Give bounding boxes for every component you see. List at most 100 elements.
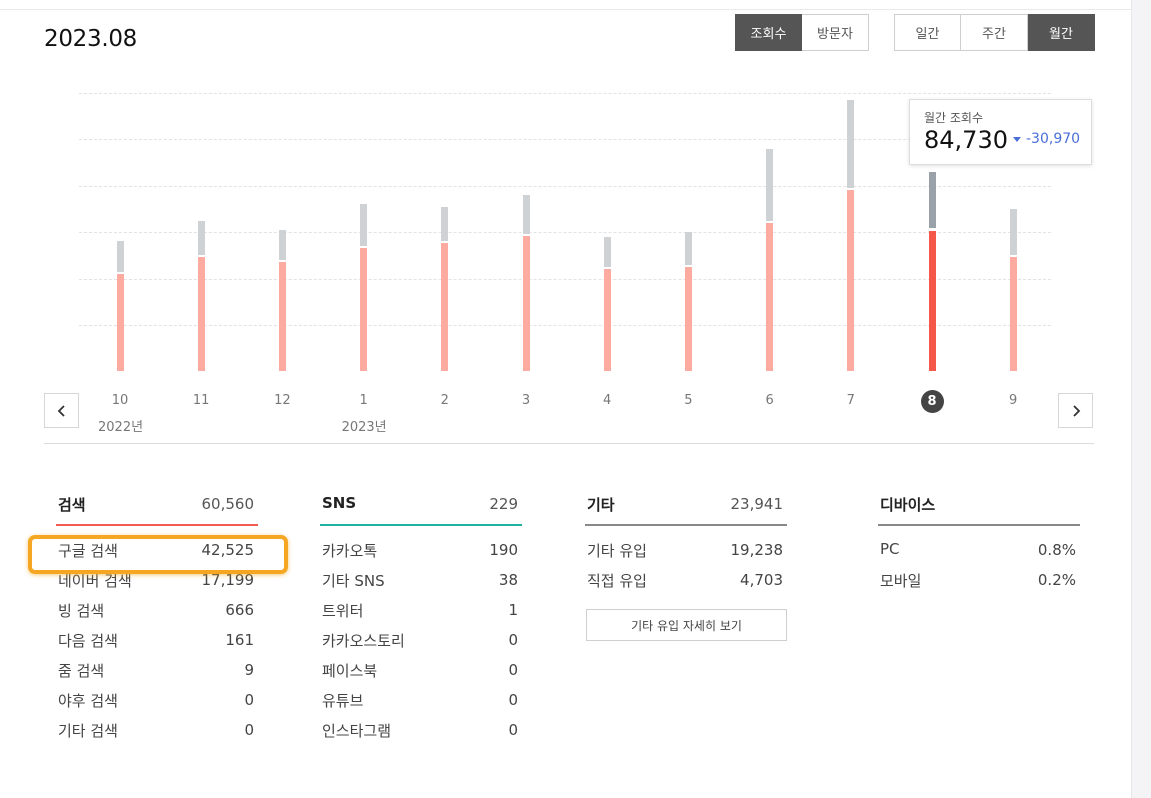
item-label: 줌 검색 <box>58 662 105 680</box>
gridline <box>79 325 1051 326</box>
bar-segment-search <box>116 273 124 371</box>
bar-3[interactable] <box>522 195 530 371</box>
bar-segment-search <box>278 261 286 371</box>
section-divider <box>44 443 1094 444</box>
item-label: 유튜브 <box>322 692 364 710</box>
etc-header: 기타 23,941 <box>585 490 787 526</box>
list-item: 기타 유입 19,238 <box>585 534 787 564</box>
x-tick-label[interactable]: 5 <box>684 393 693 408</box>
item-value: 0 <box>508 631 518 649</box>
bar-segment-search <box>197 257 205 371</box>
bar-8[interactable] <box>928 172 936 371</box>
list-item: 인스타그램 0 <box>320 714 522 744</box>
item-value: 19,238 <box>730 541 784 559</box>
bar-segment-other <box>766 148 774 221</box>
x-tick-label[interactable]: 10 <box>111 393 129 408</box>
search-header: 검색 60,560 <box>56 490 258 526</box>
list-item: 줌 검색 9 <box>56 654 258 684</box>
etc-stats: 기타 23,941 기타 유입 19,238 직접 유입 4,703 <box>585 490 787 594</box>
bar-11[interactable] <box>197 220 205 371</box>
item-label: 트위터 <box>322 602 364 620</box>
list-item: 직접 유입 4,703 <box>585 564 787 594</box>
metric-toggle: 조회수 방문자 <box>735 14 869 51</box>
item-label: 기타 SNS <box>322 572 385 590</box>
bar-segment-search <box>360 248 368 371</box>
list-item: 카카오스토리 0 <box>320 624 522 654</box>
item-label: 기타 검색 <box>58 722 118 740</box>
tooltip-label: 월간 조회수 <box>924 111 984 125</box>
etc-detail-button[interactable]: 기타 유입 자세히 보기 <box>586 609 787 641</box>
item-label: 구글 검색 <box>58 542 118 560</box>
x-tick-label[interactable]: 8 <box>920 390 944 413</box>
bar-12[interactable] <box>278 229 286 371</box>
item-value: 0.8% <box>1037 541 1076 559</box>
item-label: 네이버 검색 <box>58 572 132 590</box>
tab-monthly[interactable]: 월간 <box>1028 14 1095 51</box>
down-triangle-icon <box>1013 136 1021 142</box>
list-item: 모바일 0.2% <box>878 564 1080 594</box>
tooltip-diff-value: -30,970 <box>1026 131 1081 147</box>
etc-total: 23,941 <box>730 495 784 513</box>
sns-total: 229 <box>489 495 518 513</box>
x-tick-label[interactable]: 11 <box>192 393 210 408</box>
bar-segment-other <box>278 229 286 260</box>
bar-7[interactable] <box>847 99 855 371</box>
item-value: 17,199 <box>201 571 255 589</box>
bar-6[interactable] <box>766 148 774 371</box>
search-stats: 검색 60,560 구글 검색 42,525 네이버 검색 17,199 빙 검색 6… <box>56 490 258 744</box>
bar-segment-other <box>928 172 936 229</box>
item-label: 다음 검색 <box>58 632 118 650</box>
search-total: 60,560 <box>201 495 255 513</box>
prev-button[interactable] <box>44 393 79 428</box>
x-tick-label[interactable]: 2 <box>440 393 449 408</box>
item-label: 직접 유입 <box>587 572 647 590</box>
gridline <box>79 93 1051 94</box>
gridline <box>79 186 1051 187</box>
tab-daily[interactable]: 일간 <box>894 14 961 51</box>
x-tick-label[interactable]: 4 <box>603 393 612 408</box>
item-value: 0 <box>244 721 254 739</box>
list-item: 기타 SNS 38 <box>320 564 522 594</box>
item-value: 666 <box>225 601 254 619</box>
item-value: 9 <box>244 661 254 679</box>
gridline <box>79 232 1051 233</box>
item-label: 빙 검색 <box>58 602 105 620</box>
next-button[interactable] <box>1058 393 1093 428</box>
item-value: 0 <box>508 661 518 679</box>
bar-9[interactable] <box>1009 208 1017 371</box>
list-item: 야후 검색 0 <box>56 684 258 714</box>
list-item: 트위터 1 <box>320 594 522 624</box>
bar-segment-other <box>197 220 205 256</box>
sns-title: SNS <box>322 494 357 512</box>
x-tick-label[interactable]: 9 <box>1009 393 1018 408</box>
bar-10[interactable] <box>116 241 124 371</box>
x-tick-label[interactable]: 3 <box>521 393 531 408</box>
period-toggle: 일간 주간 월간 <box>894 14 1095 51</box>
x-tick-label[interactable]: 12 <box>274 393 291 408</box>
tab-views[interactable]: 조회수 <box>735 14 802 51</box>
bar-2[interactable] <box>441 206 449 371</box>
sns-header: SNS 229 <box>320 490 522 526</box>
bar-segment-search <box>847 190 855 371</box>
bar-4[interactable] <box>603 236 611 371</box>
list-item: 구글 검색 42,525 <box>56 534 258 564</box>
item-label: 기타 유입 <box>587 542 647 560</box>
bar-segment-search <box>928 230 936 371</box>
tab-weekly[interactable]: 주간 <box>961 14 1028 51</box>
search-title: 검색 <box>58 496 86 514</box>
bar-segment-other <box>847 99 855 189</box>
tab-visitors[interactable]: 방문자 <box>802 14 869 51</box>
bar-segment-other <box>603 236 611 267</box>
item-label: 모바일 <box>880 572 922 590</box>
x-tick-label[interactable]: 6 <box>765 393 774 408</box>
item-value: 0 <box>508 691 518 709</box>
x-tick-label[interactable]: 1 <box>359 393 368 408</box>
item-label: 카카오스토리 <box>322 632 405 650</box>
bar-1[interactable] <box>360 204 368 371</box>
bar-segment-search <box>766 222 774 371</box>
bar-segment-other <box>441 206 449 242</box>
x-tick-label[interactable]: 7 <box>846 393 855 408</box>
bar-5[interactable] <box>684 232 692 371</box>
bar-segment-other <box>360 204 368 247</box>
bar-segment-search <box>684 266 692 371</box>
